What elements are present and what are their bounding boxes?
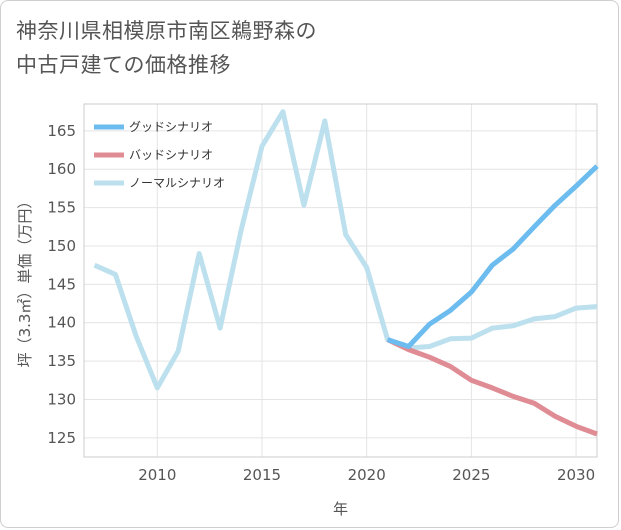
legend-label: バッドシナリオ bbox=[129, 148, 213, 162]
x-axis-title: 年 bbox=[333, 500, 348, 518]
x-tick-label: 2010 bbox=[138, 466, 176, 484]
legend-label: グッドシナリオ bbox=[129, 120, 213, 134]
x-tick-label: 2015 bbox=[243, 466, 281, 484]
y-tick-label: 145 bbox=[47, 275, 76, 293]
legend-item[interactable]: グッドシナリオ bbox=[94, 120, 213, 134]
y-tick-labels: 125 130 135 140 145 150 155 160 165 bbox=[47, 122, 76, 447]
y-tick-label: 155 bbox=[47, 199, 76, 217]
x-tick-label: 2025 bbox=[452, 466, 490, 484]
y-tick-label: 130 bbox=[47, 390, 76, 408]
legend-item[interactable]: ノーマルシナリオ bbox=[94, 176, 225, 190]
x-tick-label: 2030 bbox=[557, 466, 595, 484]
y-axis-title: 坪（3.3㎡）単価（万円） bbox=[16, 194, 34, 368]
plot-area bbox=[83, 103, 598, 458]
chart-title: 神奈川県相模原市南区鵜野森の 中古戸建ての価格推移 bbox=[16, 14, 576, 82]
x-tick-label: 2020 bbox=[348, 466, 386, 484]
series-line-normal bbox=[93, 109, 598, 391]
y-tick-label: 165 bbox=[47, 122, 76, 140]
series-line-bad bbox=[386, 337, 598, 437]
y-tick-label: 125 bbox=[47, 429, 76, 447]
x-tick-labels: 2010 2015 2020 2025 2030 bbox=[138, 466, 595, 484]
chart-title-line2: 中古戸建ての価格推移 bbox=[16, 53, 231, 77]
series-line-good bbox=[386, 164, 599, 349]
legend-item[interactable]: バッドシナリオ bbox=[94, 148, 213, 162]
chart-title-line1: 神奈川県相模原市南区鵜野森の bbox=[16, 19, 317, 43]
y-tick-label: 150 bbox=[47, 237, 76, 255]
legend-label: ノーマルシナリオ bbox=[129, 176, 225, 190]
y-tick-label: 135 bbox=[47, 352, 76, 370]
y-tick-label: 140 bbox=[47, 314, 76, 332]
y-tick-label: 160 bbox=[47, 160, 76, 178]
series-lines bbox=[93, 109, 599, 437]
